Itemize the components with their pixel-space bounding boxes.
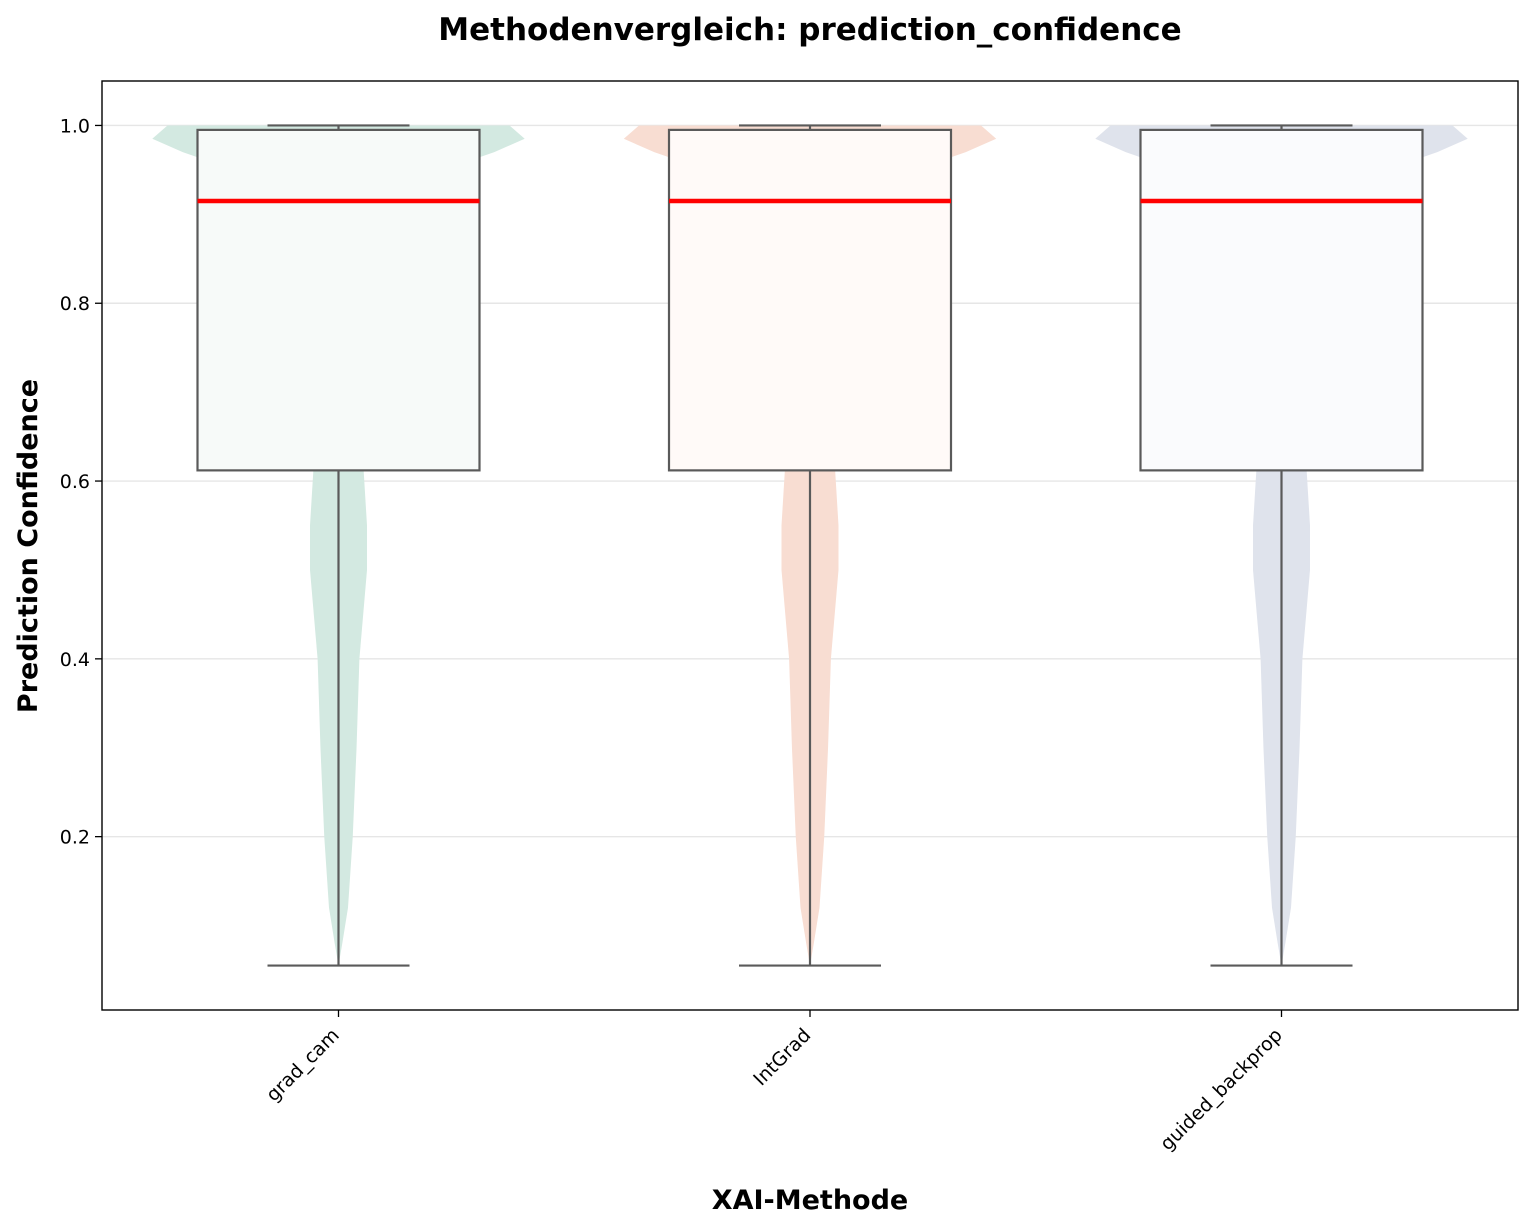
box-plots: [196, 124, 1424, 967]
x-axis-label: XAI-Methode: [712, 1185, 908, 1216]
chart-title: Methodenvergleich: prediction_confidence: [438, 12, 1181, 48]
y-tick-label: 0.4: [60, 649, 90, 671]
box-grad_cam: [196, 124, 481, 967]
x-tick-label: IntGrad: [749, 1024, 815, 1090]
box-body: [196, 128, 481, 472]
y-tick-label: 1.0: [60, 115, 90, 137]
y-tick-label: 0.6: [60, 471, 90, 493]
plot-area: 0.2 0.4 0.6 0.8 1.0 grad_cam IntGrad guided_ba…: [60, 80, 1519, 1155]
y-axis-label: Prediction Confidence: [13, 379, 44, 713]
y-tick-label: 0.2: [60, 827, 90, 849]
y-tick-label: 0.8: [60, 293, 90, 315]
box-IntGrad: [667, 124, 953, 967]
x-axis: grad_cam IntGrad guided_backprop: [262, 1010, 1287, 1155]
x-tick-label: grad_cam: [262, 1024, 344, 1106]
box-body: [1139, 128, 1424, 472]
box-body: [667, 128, 953, 472]
x-tick-label: guided_backprop: [1156, 1024, 1287, 1155]
y-axis: 0.2 0.4 0.6 0.8 1.0: [60, 115, 102, 849]
box-guided_backprop: [1139, 124, 1424, 967]
